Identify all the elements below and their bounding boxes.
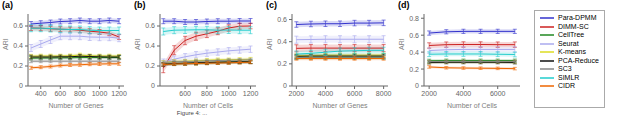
html-text:PCA-Reduce: PCA-Reduce — [558, 56, 599, 64]
svg-text:2000: 2000 — [289, 90, 305, 97]
svg-text:0.2: 0.2 — [145, 62, 155, 69]
svg-text:0: 0 — [151, 82, 155, 89]
svg-text:Number of Genes: Number of Genes — [48, 102, 104, 108]
svg-text:0.4: 0.4 — [409, 49, 419, 56]
svg-text:0.4: 0.4 — [277, 38, 287, 45]
svg-text:0.4: 0.4 — [145, 42, 155, 49]
html-text:CIDR: CIDR — [558, 82, 576, 89]
svg-text:600: 600 — [54, 90, 66, 97]
svg-text:0.8: 0.8 — [409, 15, 419, 22]
svg-text:600: 600 — [179, 90, 191, 97]
html-text:(b): (b) — [134, 0, 146, 10]
svg-text:ARI: ARI — [134, 38, 141, 50]
svg-text:1200: 1200 — [111, 90, 127, 97]
html-text:(a): (a) — [2, 0, 13, 10]
html-text:(d): (d) — [398, 0, 410, 10]
svg-text:8000: 8000 — [376, 90, 392, 97]
svg-text:Number of Cells: Number of Cells — [183, 102, 234, 108]
svg-text:0.2: 0.2 — [13, 62, 23, 69]
svg-text:4000: 4000 — [456, 90, 472, 97]
svg-text:0.2: 0.2 — [277, 60, 287, 67]
svg-text:Number of Genes: Number of Genes — [312, 102, 368, 108]
svg-text:0.6: 0.6 — [13, 22, 23, 29]
svg-text:4000: 4000 — [318, 90, 334, 97]
svg-text:1000: 1000 — [221, 90, 237, 97]
html-text:SC3: SC3 — [558, 65, 572, 72]
html-text:(c): (c) — [266, 0, 277, 10]
svg-text:Number of Cells: Number of Cells — [447, 102, 498, 108]
html-text:Figure 4: ...: Figure 4: ... — [176, 110, 208, 116]
svg-text:2000: 2000 — [421, 90, 437, 97]
html-text:SIMLR: SIMLR — [558, 73, 580, 81]
svg-text:400: 400 — [35, 90, 47, 97]
svg-text:1200: 1200 — [243, 90, 259, 97]
svg-text:6000: 6000 — [490, 90, 506, 97]
svg-text:800: 800 — [74, 90, 86, 97]
svg-text:0.4: 0.4 — [13, 42, 23, 49]
svg-text:ARI: ARI — [266, 38, 273, 50]
svg-text:0: 0 — [19, 82, 23, 89]
svg-text:ARI: ARI — [8, 38, 9, 50]
svg-text:ARI: ARI — [398, 38, 405, 50]
html-text:CellTree: CellTree — [558, 31, 585, 38]
html-text:DIMM-SC: DIMM-SC — [558, 22, 589, 30]
svg-text:0: 0 — [415, 82, 419, 89]
svg-text:0.6: 0.6 — [409, 32, 419, 39]
svg-text:800: 800 — [201, 90, 213, 97]
svg-text:0.6: 0.6 — [277, 16, 287, 23]
svg-text:0.2: 0.2 — [409, 66, 419, 73]
svg-text:0.6: 0.6 — [145, 22, 155, 29]
svg-text:1000: 1000 — [92, 90, 108, 97]
html-text:Para-DPMM: Para-DPMM — [558, 14, 597, 21]
html-text:Seurat: Seurat — [558, 39, 579, 47]
svg-text:0: 0 — [283, 82, 287, 89]
html-text:K-means: K-means — [558, 48, 586, 55]
svg-text:6000: 6000 — [347, 90, 363, 97]
